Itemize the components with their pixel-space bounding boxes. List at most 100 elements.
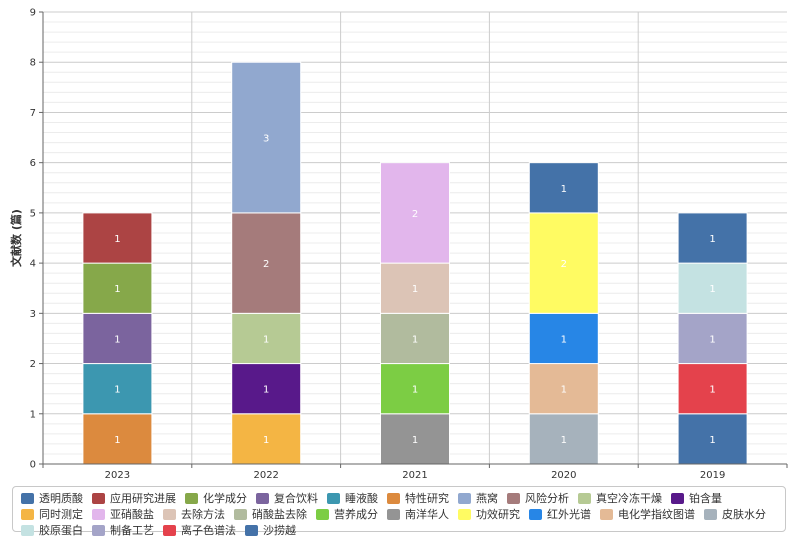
x-tick-label: 2022: [253, 470, 278, 481]
legend-swatch: [234, 508, 247, 520]
y-tick-label: 1: [30, 409, 36, 420]
data-label: 2: [412, 209, 418, 220]
legend: 透明质酸 应用研究进展 化学成分 复合饮料 睡液酸 特性研究 燕窝 风险分析 真空冷冻干燥 铂含量…: [12, 486, 786, 537]
legend-label: 功效研究: [476, 508, 520, 521]
legend-swatch: [21, 524, 34, 536]
x-tick-label: 2019: [700, 470, 725, 481]
legend-item[interactable]: 硝酸盐去除: [234, 506, 307, 522]
legend-label: 睡液酸: [345, 492, 378, 505]
legend-swatch: [163, 524, 176, 536]
legend-item[interactable]: 睡液酸: [327, 490, 378, 506]
data-label: 1: [709, 284, 715, 295]
legend-swatch: [600, 508, 613, 520]
y-tick-label: 0: [30, 460, 36, 471]
data-label: 1: [263, 435, 269, 446]
legend-swatch: [92, 524, 105, 536]
bar-segment-2023: [82, 363, 153, 415]
legend-swatch: [92, 508, 105, 520]
bar-segment-2021: [380, 363, 450, 415]
legend-swatch: [21, 508, 34, 520]
bar-segment-2019: [677, 212, 748, 264]
legend-label: 真空冷冻干燥: [596, 492, 662, 505]
data-label: 1: [114, 284, 120, 295]
legend-item[interactable]: 化学成分: [185, 490, 247, 506]
legend-item[interactable]: 电化学指纹图谱: [600, 506, 695, 522]
legend-item[interactable]: 胶原蛋白: [21, 522, 83, 538]
data-label: 1: [412, 435, 418, 446]
bar-segment-2021: [380, 413, 450, 465]
data-label: 1: [709, 234, 715, 245]
legend-label: 电化学指纹图谱: [618, 508, 695, 521]
bar-segment-2020: [528, 413, 599, 465]
legend-item[interactable]: 红外光谱: [529, 506, 591, 522]
legend-item[interactable]: 铂含量: [671, 490, 722, 506]
data-label: 3: [263, 134, 269, 145]
y-tick-label: 7: [30, 108, 36, 119]
legend-label: 燕窝: [476, 492, 498, 505]
legend-swatch: [245, 524, 258, 536]
legend-swatch: [21, 492, 34, 504]
legend-label: 风险分析: [525, 492, 569, 505]
y-tick-label: 5: [30, 208, 36, 219]
bar-segments: 1 1 1 1 1 1 1 1 2 3 1 1 1 1 2 1 1 1 2 1 1 1 1 1 1: [82, 61, 748, 465]
legend-item[interactable]: 亚硝酸盐: [92, 506, 154, 522]
x-tick-label: 2023: [105, 470, 130, 481]
legend-item[interactable]: 应用研究进展: [92, 490, 176, 506]
data-label: 1: [709, 435, 715, 446]
data-label: 1: [412, 284, 418, 295]
bar-segment-2022: [231, 413, 302, 465]
legend-swatch: [316, 508, 329, 520]
legend-item[interactable]: 真空冷冻干燥: [578, 490, 662, 506]
legend-swatch: [458, 508, 471, 520]
legend-label: 去除方法: [181, 508, 225, 521]
data-label: 1: [114, 334, 120, 345]
stacked-bar-chart: 1 1 1 1 1 1 1 1 2 3 1 1 1 1 2 1 1 1 2 1 1 1 1 1 1 0 1 2 3 4 5 6 7 8 9 2023…: [9, 8, 788, 481]
legend-swatch: [529, 508, 542, 520]
bar-segment-2021: [380, 262, 450, 314]
data-label: 1: [114, 385, 120, 396]
legend-item[interactable]: 离子色谱法: [163, 522, 236, 538]
legend-swatch: [458, 492, 471, 504]
legend-swatch: [256, 492, 269, 504]
legend-label: 南洋华人: [405, 508, 449, 521]
legend-item[interactable]: 制备工艺: [92, 522, 154, 538]
data-label: 1: [412, 385, 418, 396]
legend-swatch: [163, 508, 176, 520]
data-label: 1: [561, 385, 567, 396]
legend-item[interactable]: 同时测定: [21, 506, 83, 522]
data-label: 1: [561, 435, 567, 446]
legend-label: 复合饮料: [274, 492, 318, 505]
legend-item[interactable]: 特性研究: [387, 490, 449, 506]
legend-item[interactable]: 营养成分: [316, 506, 378, 522]
bar-segment-2021: [380, 162, 450, 264]
bar-segment-2019: [677, 312, 748, 365]
bar-segment-2019: [677, 363, 748, 415]
legend-item[interactable]: 去除方法: [163, 506, 225, 522]
data-label: 1: [709, 334, 715, 345]
legend-item[interactable]: 功效研究: [458, 506, 520, 522]
legend-item[interactable]: 风险分析: [507, 490, 569, 506]
data-label: 1: [412, 334, 418, 345]
legend-swatch: [704, 508, 717, 520]
y-axis-label: 文献数 (篇): [9, 209, 23, 267]
data-label: 2: [263, 259, 269, 270]
y-tick-label: 6: [30, 158, 36, 169]
legend-label: 皮肤水分: [722, 508, 766, 521]
bar-segment-2019: [677, 262, 748, 314]
axes: 0 1 2 3 4 5 6 7 8 9 2023 2022 2021 2020 2019: [30, 8, 788, 481]
legend-swatch: [185, 492, 198, 504]
legend-item[interactable]: 透明质酸: [21, 490, 83, 506]
legend-item[interactable]: 沙捞越: [245, 522, 296, 538]
legend-item[interactable]: 燕窝: [458, 490, 498, 506]
legend-item[interactable]: 皮肤水分: [704, 506, 766, 522]
legend-swatch: [327, 492, 340, 504]
data-label: 1: [561, 334, 567, 345]
bar-segment-2020: [528, 312, 599, 365]
bar-segment-2020: [528, 162, 599, 214]
legend-item[interactable]: 南洋华人: [387, 506, 449, 522]
legend-label: 应用研究进展: [110, 492, 176, 505]
bar-segment-2022: [231, 363, 302, 415]
legend-swatch: [92, 492, 105, 504]
legend-item[interactable]: 复合饮料: [256, 490, 318, 506]
legend-label: 胶原蛋白: [39, 524, 83, 537]
